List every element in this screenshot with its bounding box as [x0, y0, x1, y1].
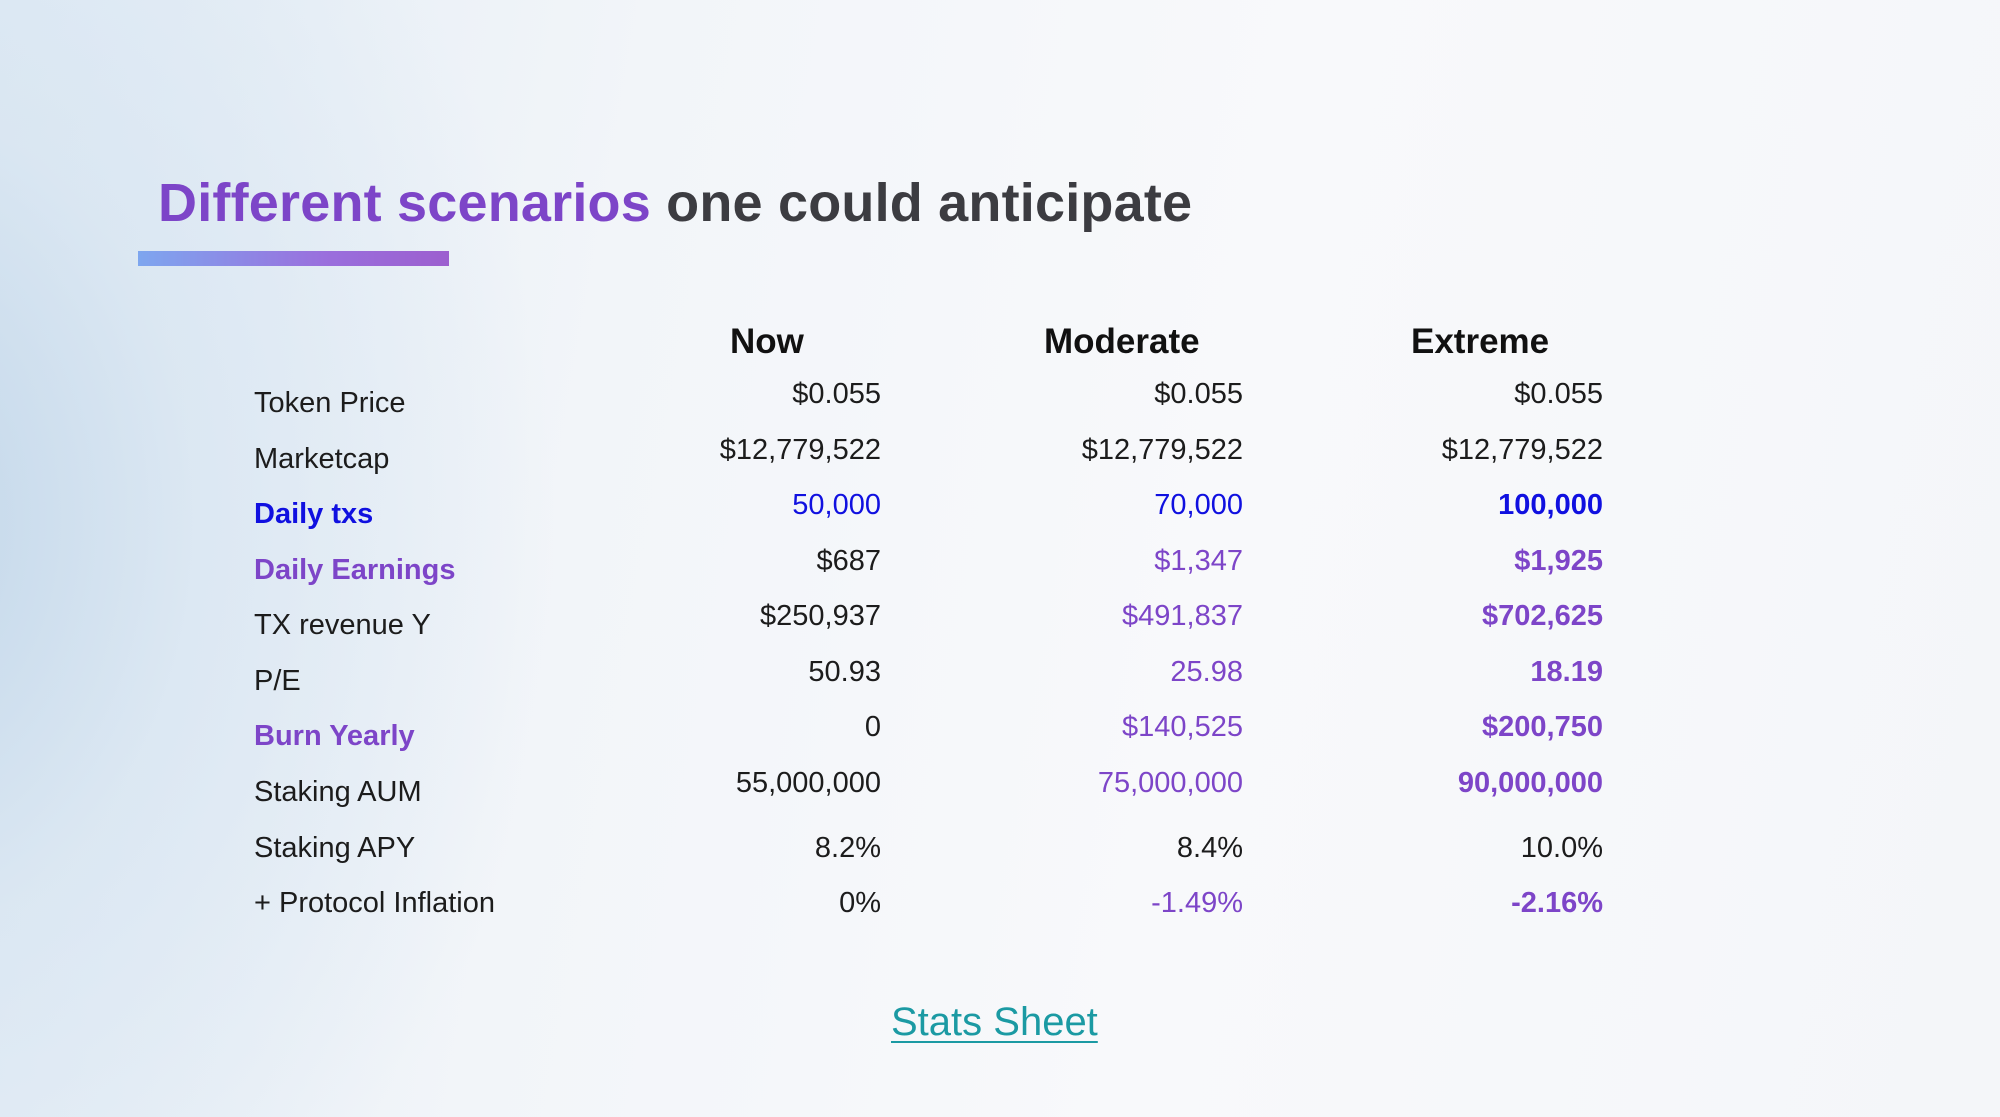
cell-extreme: $200,750 [1482, 711, 1603, 743]
cell-now: $0.055 [792, 378, 881, 410]
row-label: Token Price [254, 387, 406, 419]
cell-extreme: $0.055 [1514, 378, 1603, 410]
row-label: Burn Yearly [254, 720, 415, 752]
cell-extreme: $702,625 [1482, 600, 1603, 632]
row-label: Marketcap [254, 443, 390, 475]
cell-moderate: $491,837 [1122, 600, 1243, 632]
row-label: Staking APY [254, 832, 416, 864]
title-underline-bar [138, 251, 449, 266]
cell-moderate: $0.055 [1154, 378, 1243, 410]
cell-now: $687 [816, 545, 881, 577]
cell-moderate: 8.4% [1176, 832, 1243, 864]
cell-now: 8.2% [814, 832, 881, 864]
row-label: + Protocol Inflation [254, 887, 496, 919]
title-rest: one could anticipate [650, 173, 1193, 233]
cell-now: 0% [839, 887, 881, 919]
cell-moderate: 25.98 [1170, 656, 1243, 688]
stats-sheet-link[interactable]: Stats Sheet [891, 1000, 1098, 1044]
cell-moderate: 70,000 [1154, 489, 1243, 521]
cell-now: $250,937 [760, 600, 881, 632]
row-label: Daily txs [254, 498, 374, 530]
cell-extreme: 100,000 [1498, 489, 1603, 521]
cell-moderate: $1,347 [1154, 545, 1243, 577]
cell-moderate: -1.49% [1151, 887, 1243, 919]
title-accent: Different scenarios [158, 173, 651, 233]
cell-moderate: $12,779,522 [1081, 434, 1243, 466]
cell-now: 0 [864, 711, 881, 743]
cell-extreme: 10.0% [1520, 832, 1603, 864]
cell-now: 50.93 [808, 656, 881, 688]
cell-extreme: $12,779,522 [1441, 434, 1603, 466]
slide-title: Different scenarios one could anticipate [158, 172, 1192, 234]
cell-moderate: 75,000,000 [1097, 767, 1243, 799]
row-label: P/E [254, 665, 301, 697]
column-header-now: Now [730, 322, 804, 361]
cell-extreme: 90,000,000 [1457, 767, 1603, 799]
column-header-moderate: Moderate [1044, 322, 1200, 361]
cell-extreme: -2.16% [1511, 887, 1603, 919]
row-label: Daily Earnings [254, 554, 456, 586]
column-header-extreme: Extreme [1411, 322, 1550, 361]
row-label: Staking AUM [254, 776, 422, 808]
cell-now: 50,000 [792, 489, 881, 521]
cell-extreme: 18.19 [1530, 656, 1603, 688]
cell-extreme: $1,925 [1514, 545, 1603, 577]
cell-now: $12,779,522 [719, 434, 881, 466]
row-label: TX revenue Y [254, 609, 431, 641]
cell-now: 55,000,000 [735, 767, 881, 799]
cell-moderate: $140,525 [1122, 711, 1243, 743]
